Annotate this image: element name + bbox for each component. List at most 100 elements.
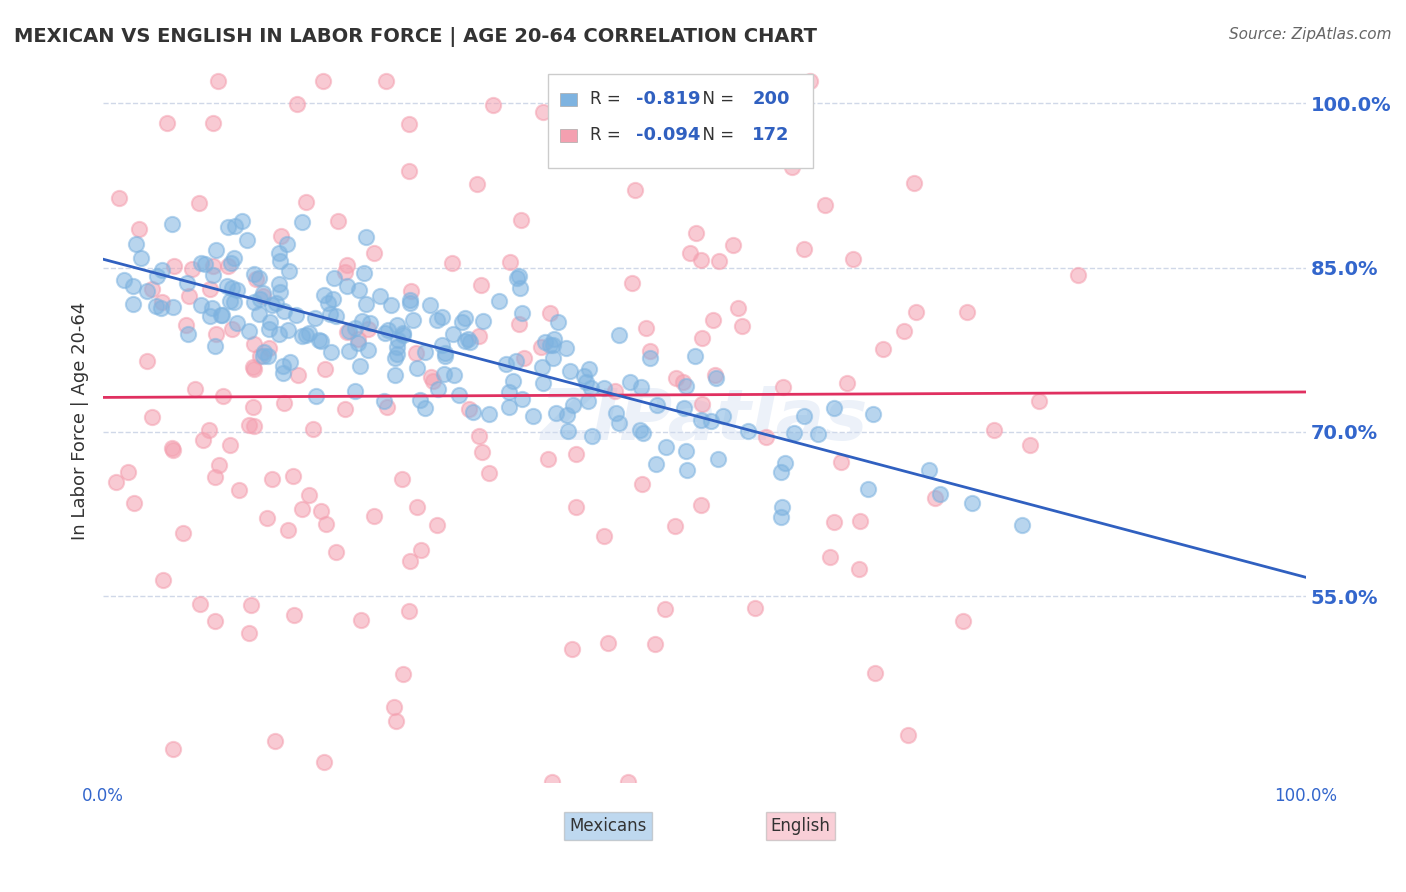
Point — [207, 74, 229, 88]
Point — [640, 343, 662, 358]
Point — [430, 338, 453, 352]
Point — [454, 310, 477, 325]
Point — [380, 298, 402, 312]
Point — [162, 742, 184, 756]
Point — [278, 264, 301, 278]
Point — [242, 401, 264, 415]
Point — [814, 198, 837, 212]
Point — [579, 381, 602, 395]
Point — [398, 117, 420, 131]
Point — [200, 309, 222, 323]
Point — [363, 509, 385, 524]
Point — [581, 429, 603, 443]
Point — [872, 342, 894, 356]
Point — [219, 293, 242, 308]
Point — [841, 252, 863, 266]
Point — [467, 177, 489, 191]
Point — [271, 366, 294, 380]
Point — [285, 308, 308, 322]
Point — [704, 370, 727, 384]
Point — [212, 389, 235, 403]
Point — [277, 323, 299, 337]
Point — [531, 376, 554, 390]
Point — [280, 354, 302, 368]
Point — [690, 397, 713, 411]
Point — [399, 554, 422, 568]
Point — [238, 324, 260, 338]
Point — [893, 324, 915, 338]
Point — [314, 362, 336, 376]
Point — [349, 359, 371, 373]
Point — [509, 281, 531, 295]
Point — [679, 246, 702, 260]
Point — [672, 375, 695, 389]
Point — [541, 351, 564, 365]
Point — [707, 452, 730, 467]
Point — [242, 360, 264, 375]
Point — [184, 382, 207, 396]
Point — [562, 398, 585, 412]
Point — [305, 389, 328, 403]
Point — [353, 266, 375, 280]
Point — [269, 285, 291, 299]
Point — [204, 339, 226, 353]
Point — [249, 292, 271, 306]
Point — [368, 289, 391, 303]
Point — [405, 346, 427, 360]
Point — [783, 426, 806, 441]
Point — [160, 442, 183, 456]
Point — [375, 74, 398, 88]
Point — [162, 217, 184, 231]
Point — [217, 219, 239, 234]
Point — [425, 313, 447, 327]
Point — [578, 361, 600, 376]
Point — [737, 424, 759, 438]
Point — [633, 425, 655, 440]
Point — [104, 475, 127, 490]
Point — [727, 301, 749, 315]
Point — [205, 243, 228, 257]
Point — [434, 349, 457, 363]
Point — [391, 666, 413, 681]
Point — [498, 384, 520, 399]
Point — [960, 496, 983, 510]
Point — [121, 279, 143, 293]
Point — [335, 278, 357, 293]
Point — [374, 326, 396, 340]
Point — [807, 426, 830, 441]
Point — [291, 501, 314, 516]
Point — [249, 349, 271, 363]
Point — [136, 284, 159, 298]
Point — [592, 380, 614, 394]
Point — [547, 315, 569, 329]
Point — [823, 401, 845, 416]
Point — [141, 282, 163, 296]
Point — [387, 340, 409, 354]
Point — [505, 354, 527, 368]
Point — [534, 335, 557, 350]
Point — [283, 608, 305, 623]
Point — [419, 298, 441, 312]
Point — [247, 270, 270, 285]
Point — [145, 269, 167, 284]
Point — [956, 305, 979, 319]
Point — [409, 543, 432, 558]
Point — [772, 380, 794, 394]
Point — [699, 414, 721, 428]
Point — [488, 293, 510, 308]
Point — [337, 343, 360, 358]
Point — [450, 315, 472, 329]
Point — [399, 284, 422, 298]
Point — [238, 626, 260, 640]
Point — [537, 451, 560, 466]
Point — [426, 518, 449, 533]
Point — [260, 297, 283, 311]
Point — [645, 457, 668, 471]
Point — [270, 228, 292, 243]
Point — [531, 104, 554, 119]
Point — [121, 297, 143, 311]
Point — [162, 443, 184, 458]
Point — [917, 463, 939, 477]
Point — [983, 423, 1005, 437]
Point — [755, 430, 778, 444]
